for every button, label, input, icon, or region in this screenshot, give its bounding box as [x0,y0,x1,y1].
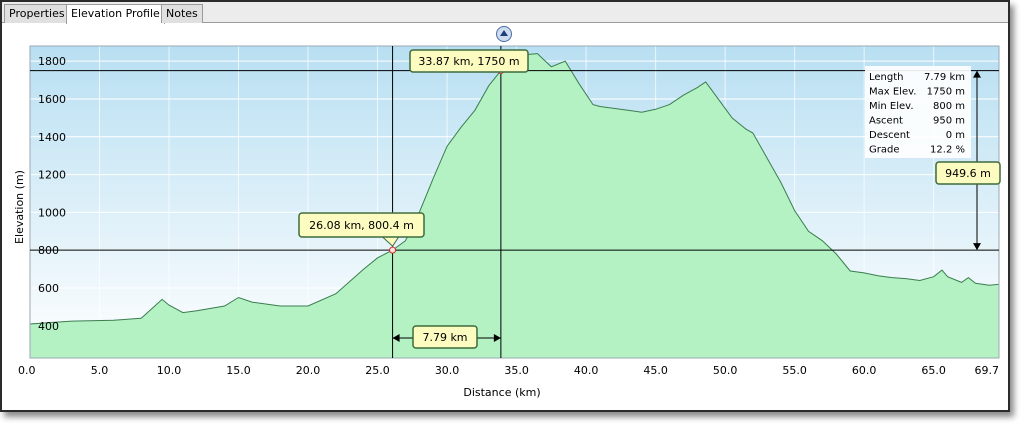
callout-start-text: 26.08 km, 800.4 m [309,219,414,232]
collapse-up-icon[interactable] [496,26,512,42]
stat-name: Ascent [869,116,903,127]
callout-end-text: 33.87 km, 1750 m [418,55,519,68]
callout-start: 26.08 km, 800.4 m [298,212,425,247]
x-tick-label: 5.0 [91,364,109,377]
elevation-profile-window: Properties Elevation Profile Notes 400 60… [0,0,1010,412]
stat-value: 1750 m [927,87,965,98]
span-arrow-right [493,334,501,342]
x-tick-label: 25.0 [365,364,390,377]
x-tick-labels: 0.0 5.0 10.0 15.0 20.0 25.0 30.0 35.0 40.0 45.0 50… [18,364,999,377]
tab-properties[interactable]: Properties [4,4,70,23]
x-tick-label: 40.0 [574,364,599,377]
elevation-chart: 400 600 800 1000 1200 1400 1600 1800 0.0 5.0 10.0… [13,45,1001,399]
diff-label: 949.6 m [935,161,1001,185]
tab-notes[interactable]: Notes [161,4,203,23]
callout-end-box [409,49,529,73]
marker-point-start [389,246,397,254]
stat-value: 0 m [946,130,965,141]
stat-name: Max Elev. [869,87,916,98]
x-tick-label: 69.7 [975,364,1000,377]
stat-value: 12.2 % [930,145,965,156]
x-tick-label: 55.0 [782,364,807,377]
stat-name: Descent [869,130,910,141]
x-tick-label: 10.0 [157,364,182,377]
x-tick-label: 35.0 [504,364,529,377]
x-tick-label: 60.0 [852,364,877,377]
stat-name: Grade [869,145,900,156]
elevation-area [29,45,1000,359]
measurement-overlay: 26.08 km, 800.4 m 33.87 km, 1750 m 7.79 km… [30,46,1001,358]
plot-border [29,45,1000,359]
y-tick-label: 1400 [38,131,66,144]
stat-name: Min Elev. [869,101,914,112]
callout-start-box [298,212,425,238]
tab-elevation-profile[interactable]: Elevation Profile [66,4,165,24]
x-axis-label: Distance (km) [463,386,540,399]
y-tick-label: 1800 [38,55,66,68]
x-tick-label: 30.0 [435,364,460,377]
x-tick-label: 15.0 [226,364,251,377]
y-axis-label: Elevation (m) [13,170,26,244]
span-label-box [412,325,478,349]
stat-value: 7.79 km [924,72,965,83]
elevation-series [29,53,1000,359]
x-tick-label: 65.0 [921,364,946,377]
x-tick-label: 45.0 [643,364,668,377]
stat-value: 800 m [933,101,965,112]
span-label: 7.79 km [412,325,478,349]
diff-arrow-up [973,70,981,78]
y-tick-label: 1000 [38,206,66,219]
x-tick-label: 50.0 [713,364,738,377]
tab-bar: Properties Elevation Profile Notes [2,2,1008,24]
y-tick-label: 800 [38,244,59,257]
diff-label-box [935,161,1001,185]
y-tick-label: 400 [38,320,59,333]
y-tick-label: 1200 [38,169,66,182]
stat-name: Length [869,72,904,83]
x-tick-label: 0.0 [18,364,36,377]
stats-panel: Length 7.79 km Max Elev. 1750 m Min Elev. 800… [865,66,971,158]
diff-label-text: 949.6 m [945,167,991,180]
stat-value: 950 m [933,116,965,127]
span-arrow-left [392,334,400,342]
y-tick-labels: 400 600 800 1000 1200 1400 1600 1800 [38,55,66,333]
x-tick-label: 20.0 [296,364,321,377]
y-tick-label: 600 [38,282,59,295]
stats-panel-bg [865,66,971,158]
diff-arrow-down [973,243,981,251]
callout-end: 33.87 km, 1750 m [409,49,529,73]
span-label-text: 7.79 km [422,331,467,344]
y-tick-label: 1600 [38,93,66,106]
